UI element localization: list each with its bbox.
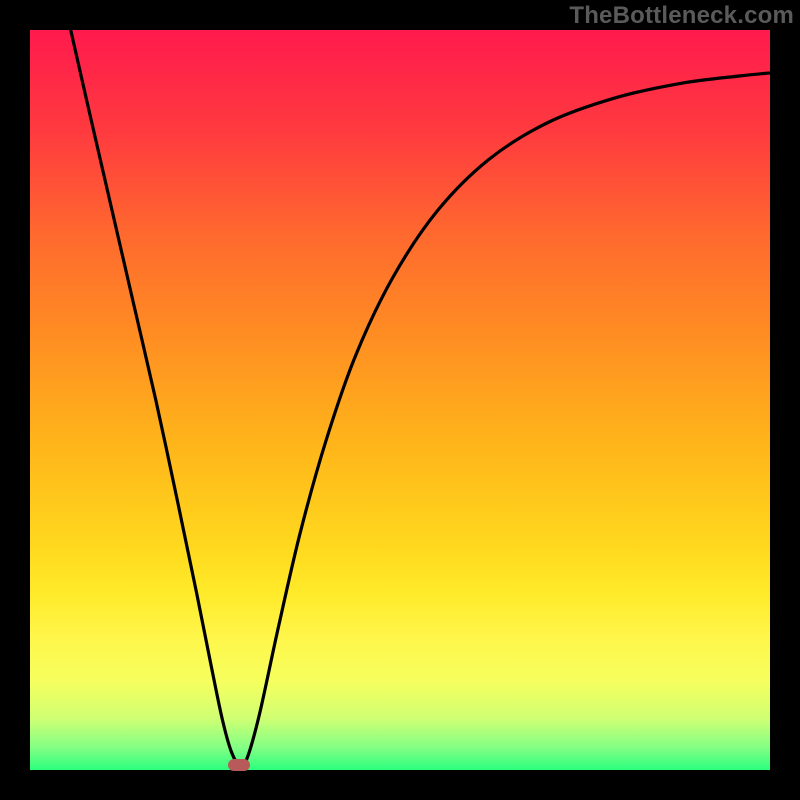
watermark-text: TheBottleneck.com — [569, 2, 794, 30]
chart-minimum-marker — [228, 759, 250, 771]
chart-plot-area — [30, 30, 770, 770]
